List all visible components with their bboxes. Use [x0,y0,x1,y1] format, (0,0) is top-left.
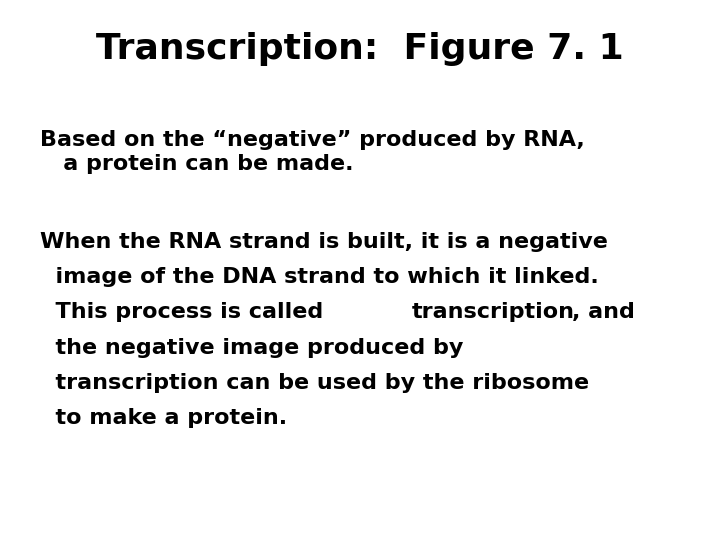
Text: image of the DNA strand to which it linked.: image of the DNA strand to which it link… [40,267,598,287]
Text: Based on the “negative” produced by RNA,
   a protein can be made.: Based on the “negative” produced by RNA,… [40,130,585,174]
Text: When the RNA strand is built, it is a negative: When the RNA strand is built, it is a ne… [40,232,608,252]
Text: the negative image produced by: the negative image produced by [40,338,463,357]
Text: to make a protein.: to make a protein. [40,408,287,428]
Text: transcription: transcription [412,302,575,322]
Text: , and: , and [572,302,635,322]
Text: This process is called: This process is called [40,302,330,322]
Text: transcription can be used by the ribosome: transcription can be used by the ribosom… [40,373,589,393]
Text: Transcription:  Figure 7. 1: Transcription: Figure 7. 1 [96,32,624,66]
